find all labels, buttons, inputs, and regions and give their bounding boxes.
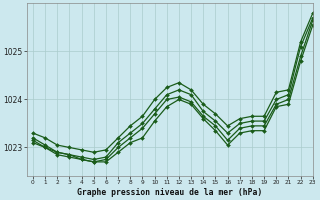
X-axis label: Graphe pression niveau de la mer (hPa): Graphe pression niveau de la mer (hPa): [77, 188, 262, 197]
